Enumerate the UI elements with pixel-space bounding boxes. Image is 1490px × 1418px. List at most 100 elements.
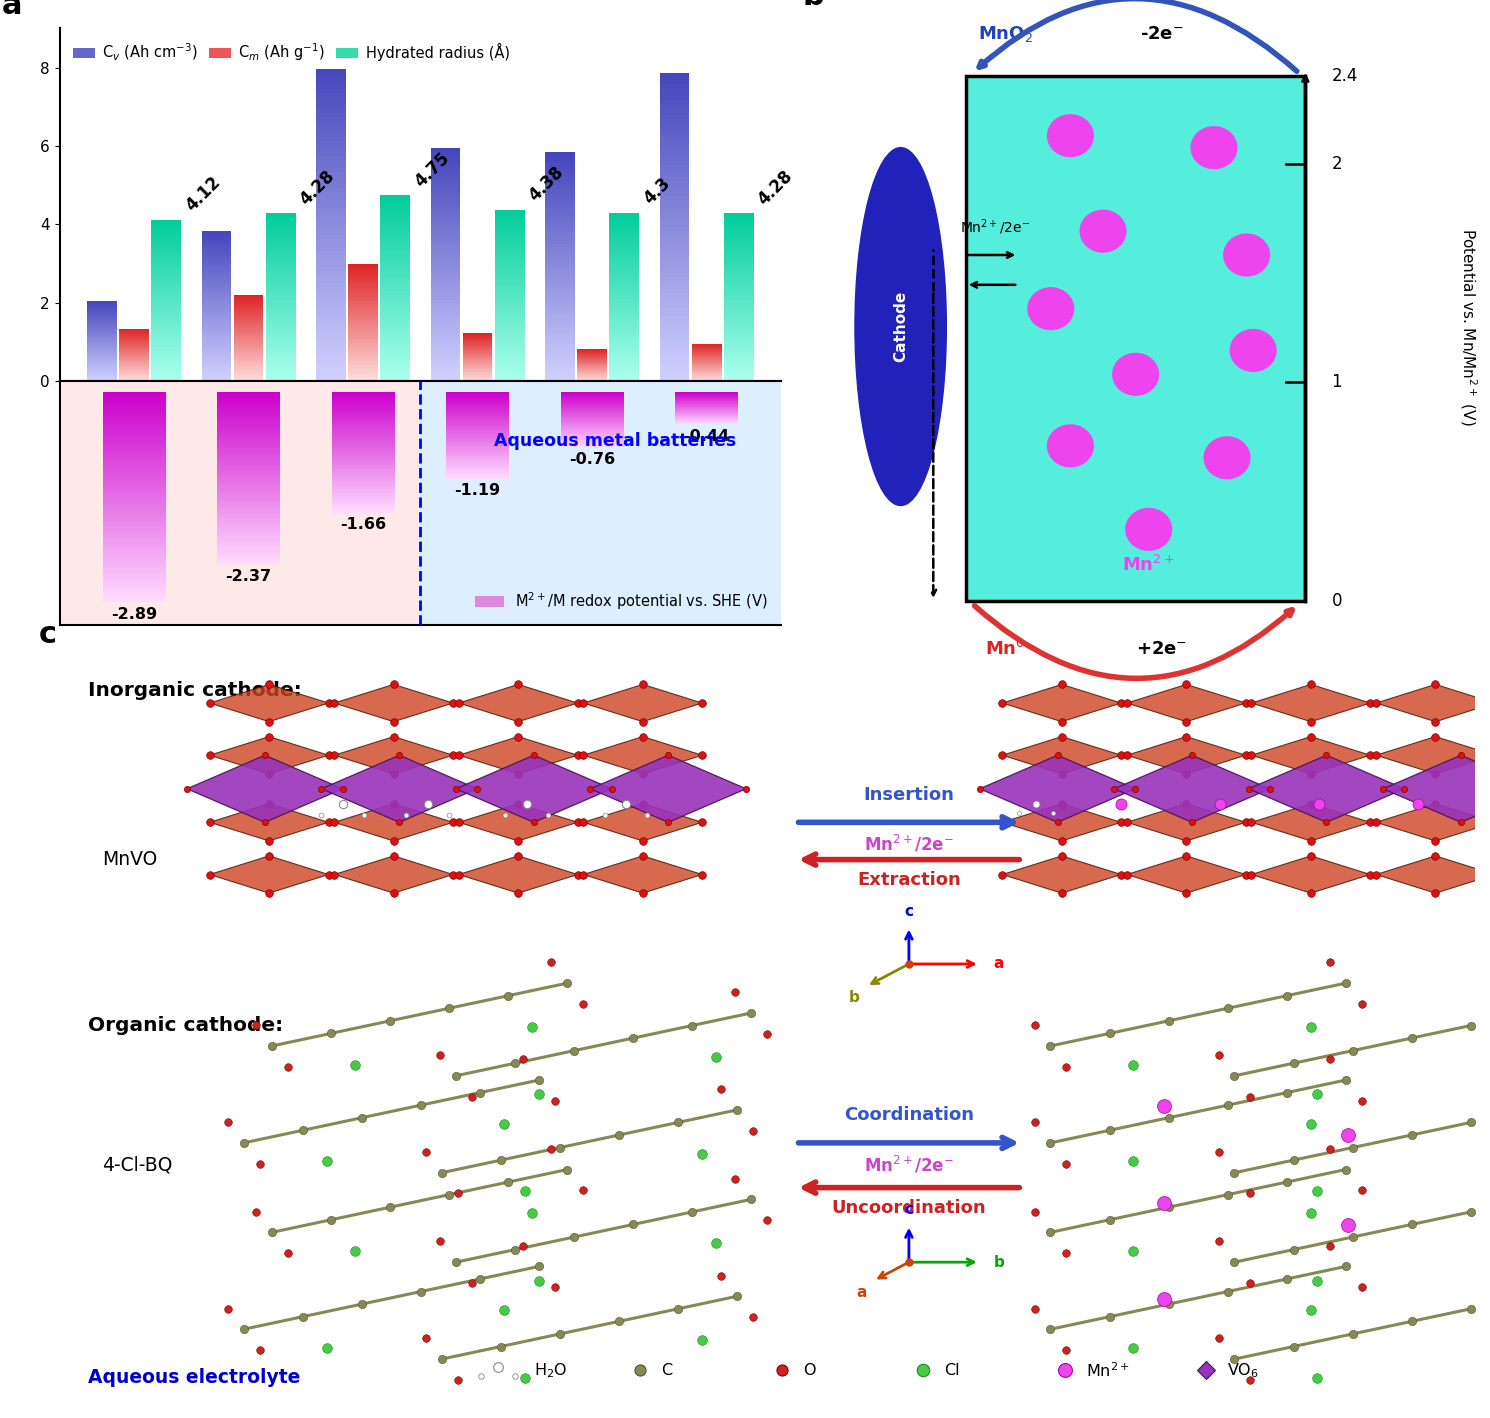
Bar [724, 333, 754, 335]
Bar [349, 278, 378, 279]
Bar [380, 244, 410, 247]
Bar [103, 498, 165, 501]
Bar [316, 216, 346, 220]
Bar [332, 464, 395, 465]
Bar [316, 169, 346, 172]
Bar [349, 320, 378, 322]
Bar [218, 465, 280, 468]
Bar [431, 259, 460, 262]
Text: -2.37: -2.37 [225, 569, 271, 584]
Bar [545, 298, 575, 301]
Bar [150, 234, 180, 235]
Bar [660, 150, 690, 153]
Bar [660, 274, 690, 277]
Bar [545, 362, 575, 364]
Circle shape [1223, 234, 1269, 277]
Bar [218, 444, 280, 447]
Bar [660, 96, 690, 99]
Bar [150, 274, 180, 277]
Bar [150, 221, 180, 224]
Bar [724, 254, 754, 255]
Bar [545, 326, 575, 330]
Bar [316, 121, 346, 125]
Text: a: a [857, 1285, 867, 1299]
Bar [724, 285, 754, 286]
Bar [349, 340, 378, 342]
Bar [609, 217, 639, 218]
Bar [724, 289, 754, 291]
Bar [349, 296, 378, 298]
Bar [545, 194, 575, 197]
Polygon shape [322, 756, 477, 822]
Bar [724, 303, 754, 306]
Bar [265, 277, 295, 278]
Bar [265, 234, 295, 237]
Bar [201, 285, 231, 288]
Bar [431, 370, 460, 373]
Bar [660, 296, 690, 301]
Bar [103, 440, 165, 442]
Bar [724, 216, 754, 218]
Bar [201, 302, 231, 305]
Bar [495, 353, 524, 356]
Bar [660, 180, 690, 184]
Bar [349, 367, 378, 369]
Bar [349, 285, 378, 286]
Bar [218, 455, 280, 457]
Bar [201, 337, 231, 340]
Circle shape [1080, 210, 1126, 252]
Bar [545, 213, 575, 216]
Bar [316, 191, 346, 196]
Bar [660, 312, 690, 316]
Bar [218, 515, 280, 518]
Bar [150, 373, 180, 376]
Bar [380, 316, 410, 319]
Bar [218, 540, 280, 543]
Bar [349, 326, 378, 328]
Bar [103, 474, 165, 476]
Bar [265, 216, 295, 218]
Bar [609, 367, 639, 369]
Bar [660, 328, 690, 332]
Bar [724, 233, 754, 234]
Bar [150, 354, 180, 357]
Bar [545, 284, 575, 286]
Bar [349, 301, 378, 302]
Bar [380, 312, 410, 313]
Bar [332, 454, 395, 455]
Bar [380, 346, 410, 349]
Bar [201, 265, 231, 267]
Bar [265, 337, 295, 339]
Text: b: b [848, 990, 860, 1005]
Bar [349, 354, 378, 356]
Text: c: c [904, 1202, 913, 1218]
Bar [150, 248, 180, 250]
Bar [332, 475, 395, 476]
Bar [316, 295, 346, 298]
Bar [316, 211, 346, 216]
Bar [265, 346, 295, 347]
Bar [332, 401, 395, 403]
Bar [609, 281, 639, 282]
Bar [332, 398, 395, 400]
Bar [660, 72, 690, 77]
Bar [660, 277, 690, 281]
Bar [660, 193, 690, 196]
Bar [609, 295, 639, 296]
Bar [150, 238, 180, 240]
Text: 4-Cl-BQ: 4-Cl-BQ [101, 1156, 173, 1174]
Bar [265, 311, 295, 312]
Bar [609, 308, 639, 309]
Bar [332, 493, 395, 495]
Bar [218, 543, 280, 545]
Bar [724, 264, 754, 267]
Bar [609, 316, 639, 318]
Bar [218, 452, 280, 455]
Bar [495, 233, 524, 235]
Text: Inorganic cathode:: Inorganic cathode: [88, 681, 301, 699]
Bar [380, 277, 410, 279]
Bar [332, 447, 395, 448]
Bar [150, 254, 180, 257]
Bar [218, 407, 280, 410]
Bar [265, 295, 295, 298]
